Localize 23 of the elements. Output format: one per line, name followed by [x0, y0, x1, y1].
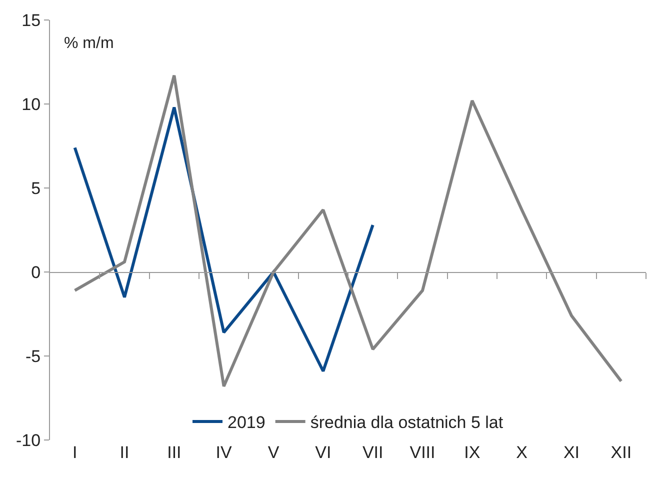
legend-label: 2019	[228, 413, 266, 432]
y-tick-label: -10	[16, 430, 41, 450]
y-tick-label: -5	[25, 346, 41, 366]
x-tick-label: II	[120, 443, 130, 462]
y-tick-label: 0	[31, 262, 41, 282]
x-tick-label: IX	[464, 443, 480, 462]
y-tick-label: 5	[31, 178, 41, 198]
x-tick-label: VII	[362, 443, 384, 462]
x-tick-label: I	[72, 443, 78, 462]
x-tick-label: IV	[216, 443, 233, 462]
x-tick-label: XII	[610, 443, 632, 462]
x-tick-label: X	[516, 443, 528, 462]
line-series	[73, 106, 374, 373]
x-tick-label: V	[268, 443, 280, 462]
y-tick-label: 15	[22, 10, 41, 30]
x-tick-label: VIII	[410, 443, 436, 462]
x-tick-label: XI	[563, 443, 580, 462]
y-axis-title: % m/m	[64, 35, 114, 52]
legend-label: średnia dla ostatnich 5 lat	[310, 413, 504, 432]
y-tick-label: 10	[22, 94, 41, 114]
x-tick-label: III	[167, 443, 182, 462]
line-series	[73, 74, 623, 388]
x-tick-label: VI	[315, 443, 332, 462]
